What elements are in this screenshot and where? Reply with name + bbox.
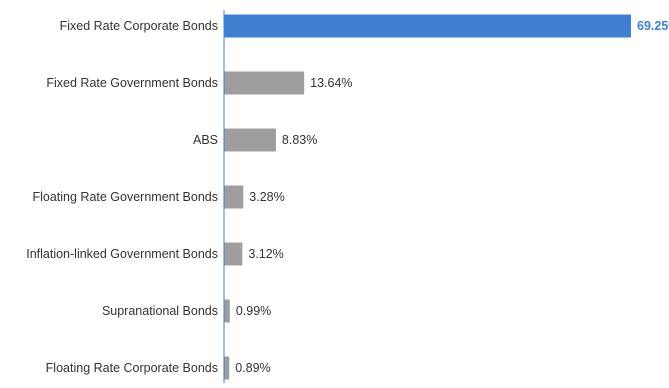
- bar: [224, 185, 244, 209]
- bar: [224, 299, 230, 323]
- category-label: Inflation-linked Government Bonds: [26, 247, 218, 261]
- value-label: 3.12%: [248, 247, 283, 261]
- bar: [224, 242, 243, 266]
- category-label: Fixed Rate Government Bonds: [46, 76, 218, 90]
- value-label: 3.28%: [249, 190, 284, 204]
- bar: [224, 128, 276, 152]
- value-label: 13.64%: [310, 76, 352, 90]
- category-label: ABS: [193, 133, 218, 147]
- bar: [224, 356, 230, 380]
- category-label: Floating Rate Corporate Bonds: [46, 361, 218, 375]
- value-label: 8.83%: [282, 133, 317, 147]
- bar: [224, 14, 631, 38]
- bar: [224, 71, 305, 95]
- value-label: 0.99%: [236, 304, 271, 318]
- value-label: 0.89%: [235, 361, 270, 375]
- category-label: Fixed Rate Corporate Bonds: [60, 19, 218, 33]
- category-label: Supranational Bonds: [102, 304, 218, 318]
- value-label: 69.25%: [637, 19, 669, 33]
- category-label: Floating Rate Government Bonds: [32, 190, 218, 204]
